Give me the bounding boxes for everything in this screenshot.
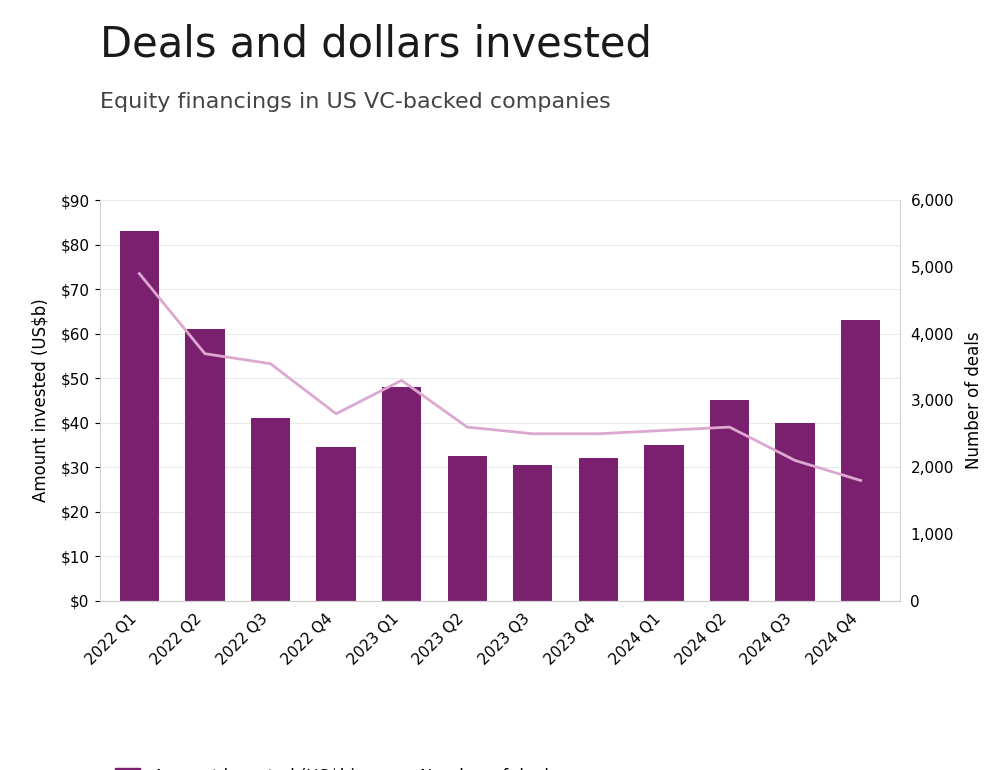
Bar <box>513 465 552 601</box>
Bar <box>316 447 356 601</box>
Bar <box>710 400 749 601</box>
Bar <box>579 458 618 601</box>
Bar <box>382 387 421 601</box>
Bar <box>251 418 290 601</box>
Legend: Amount invested (US$b), Number of deals: Amount invested (US$b), Number of deals <box>108 761 565 770</box>
Y-axis label: Amount invested (US$b): Amount invested (US$b) <box>31 299 49 502</box>
Bar <box>775 423 815 601</box>
Bar <box>185 330 225 601</box>
Bar <box>448 456 487 601</box>
Bar <box>841 320 880 601</box>
Text: Deals and dollars invested: Deals and dollars invested <box>100 23 652 65</box>
Text: Equity financings in US VC-backed companies: Equity financings in US VC-backed compan… <box>100 92 611 112</box>
Bar <box>120 231 159 601</box>
Y-axis label: Number of deals: Number of deals <box>965 332 983 469</box>
Bar <box>644 445 684 601</box>
